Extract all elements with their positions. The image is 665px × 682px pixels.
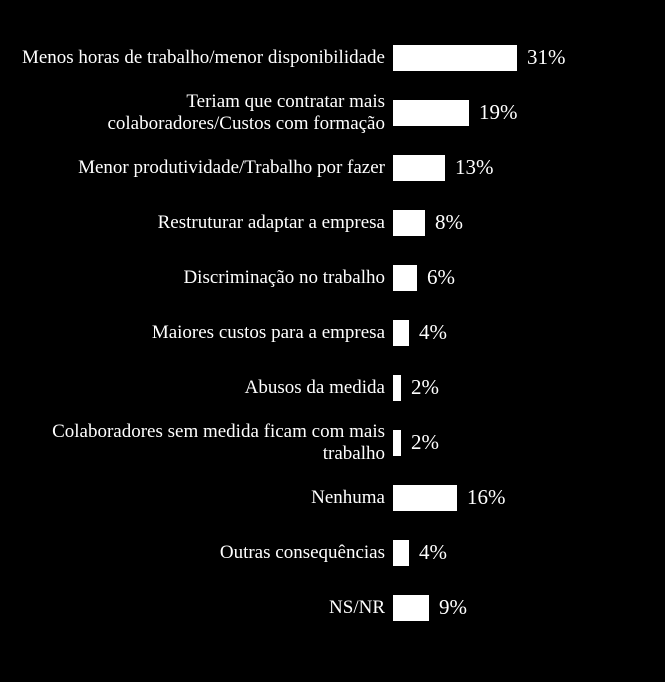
chart-row: Teriam que contratar mais colaboradores/… — [20, 85, 645, 140]
bar-value: 4% — [419, 320, 447, 345]
bar-value: 19% — [479, 100, 518, 125]
bar-label: Outras consequências — [20, 542, 393, 564]
chart-row: Nenhuma 16% — [20, 470, 645, 525]
bar-area: 8% — [393, 210, 463, 236]
bar-label: Abusos da medida — [20, 377, 393, 399]
bar-area: 16% — [393, 485, 506, 511]
bar-label: Restruturar adaptar a empresa — [20, 212, 393, 234]
bar-label: Nenhuma — [20, 487, 393, 509]
bar-area: 2% — [393, 375, 439, 401]
bar-value: 2% — [411, 430, 439, 455]
bar-value: 8% — [435, 210, 463, 235]
bar — [393, 430, 401, 456]
chart-row: Menor produtividade/Trabalho por fazer 13… — [20, 140, 645, 195]
bar-value: 16% — [467, 485, 506, 510]
bar — [393, 210, 425, 236]
bar-area: 19% — [393, 100, 518, 126]
bar-area: 13% — [393, 155, 494, 181]
bar — [393, 265, 417, 291]
chart-row: Colaboradores sem medida ficam com mais … — [20, 415, 645, 470]
bar — [393, 320, 409, 346]
chart-row: Restruturar adaptar a empresa 8% — [20, 195, 645, 250]
bar — [393, 595, 429, 621]
bar-label: Maiores custos para a empresa — [20, 322, 393, 344]
bar-value: 4% — [419, 540, 447, 565]
bar-area: 6% — [393, 265, 455, 291]
bar-area: 4% — [393, 320, 447, 346]
bar-area: 2% — [393, 430, 439, 456]
bar — [393, 375, 401, 401]
bar-value: 13% — [455, 155, 494, 180]
bar — [393, 155, 445, 181]
bar-label: Discriminação no trabalho — [20, 267, 393, 289]
bar — [393, 485, 457, 511]
bar-value: 9% — [439, 595, 467, 620]
chart-row: Abusos da medida 2% — [20, 360, 645, 415]
horizontal-bar-chart: Menos horas de trabalho/menor disponibil… — [0, 0, 665, 655]
bar-area: 31% — [393, 45, 566, 71]
chart-row: Outras consequências 4% — [20, 525, 645, 580]
chart-row: NS/NR 9% — [20, 580, 645, 635]
bar-area: 9% — [393, 595, 467, 621]
bar-value: 6% — [427, 265, 455, 290]
bar — [393, 45, 517, 71]
bar — [393, 100, 469, 126]
bar-label: Teriam que contratar mais colaboradores/… — [20, 91, 393, 135]
chart-row: Menos horas de trabalho/menor disponibil… — [20, 30, 645, 85]
bar — [393, 540, 409, 566]
chart-row: Maiores custos para a empresa 4% — [20, 305, 645, 360]
bar-value: 2% — [411, 375, 439, 400]
chart-row: Discriminação no trabalho 6% — [20, 250, 645, 305]
bar-label: NS/NR — [20, 597, 393, 619]
bar-label: Colaboradores sem medida ficam com mais … — [20, 421, 393, 465]
bar-area: 4% — [393, 540, 447, 566]
bar-value: 31% — [527, 45, 566, 70]
bar-label: Menor produtividade/Trabalho por fazer — [20, 157, 393, 179]
bar-label: Menos horas de trabalho/menor disponibil… — [20, 47, 393, 69]
